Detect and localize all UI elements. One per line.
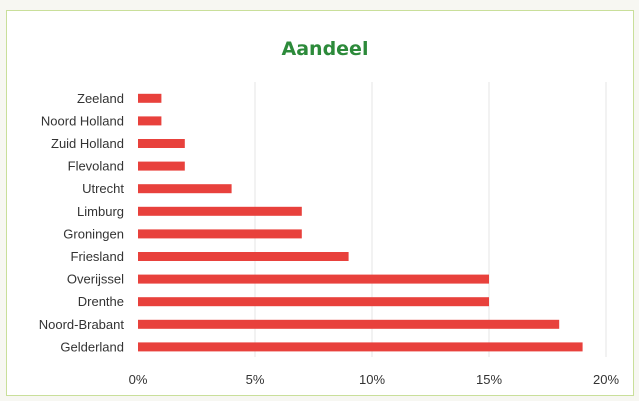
bar-utrecht	[138, 184, 232, 194]
bar-zeeland	[138, 93, 162, 103]
x-tick-label: 15%	[476, 372, 502, 387]
category-label: Utrecht	[82, 181, 124, 196]
category-label: Gelderland	[60, 339, 124, 354]
category-label: Groningen	[63, 226, 124, 241]
chart-title: Aandeel	[282, 38, 369, 60]
bar-overijssel	[138, 274, 489, 284]
chart-frame	[6, 10, 634, 396]
x-tick-label: 10%	[359, 372, 385, 387]
bar-drenthe	[138, 297, 489, 307]
bar-friesland	[138, 252, 349, 261]
grid-lines	[254, 82, 607, 357]
bar-zuid-holland	[138, 139, 185, 148]
category-labels: Zeeland Noord Holland Zuid Holland Flevolan…	[39, 91, 125, 355]
category-label: Friesland	[71, 249, 124, 264]
category-label: Noord-Brabant	[39, 317, 125, 332]
x-tick-label: 20%	[593, 372, 619, 387]
bar-flevoland	[138, 161, 185, 171]
bars	[138, 93, 583, 352]
category-label: Overijssel	[67, 272, 124, 287]
category-label: Flevoland	[68, 159, 124, 174]
category-label: Limburg	[77, 204, 124, 219]
x-tick-label: 0%	[129, 372, 148, 387]
category-label: Zuid Holland	[51, 136, 124, 151]
x-tick-labels: 0% 5% 10% 15% 20%	[129, 372, 620, 387]
x-tick-label: 5%	[246, 372, 265, 387]
bar-groningen	[138, 229, 302, 239]
bar-noord-brabant	[138, 319, 560, 329]
bar-noord-holland	[138, 116, 162, 126]
category-label: Zeeland	[77, 91, 124, 106]
category-label: Noord Holland	[41, 113, 124, 128]
bar-limburg	[138, 206, 302, 216]
category-label: Drenthe	[78, 294, 124, 309]
bar-gelderland	[138, 342, 583, 352]
